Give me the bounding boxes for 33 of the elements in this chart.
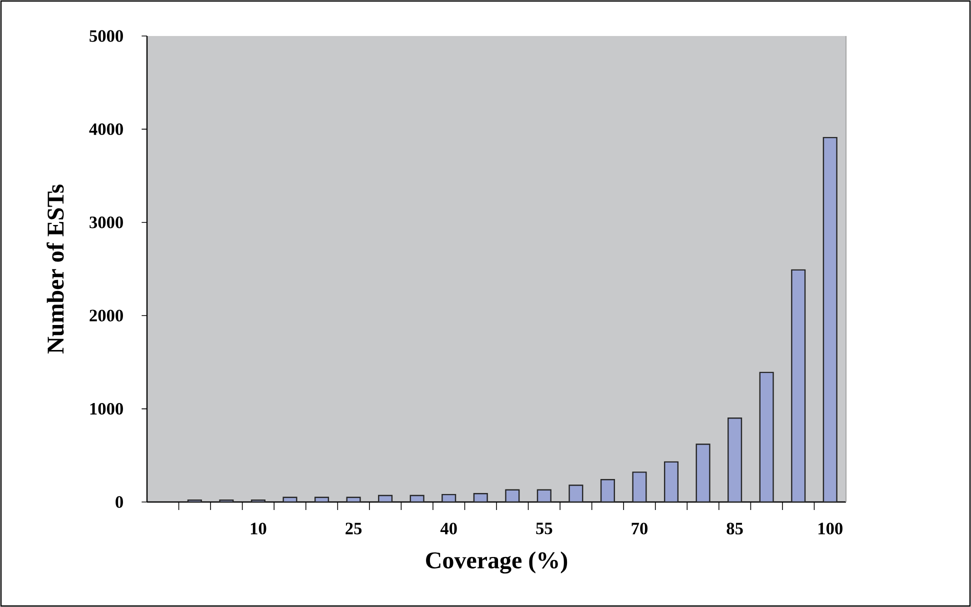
x-tick-label: 70 bbox=[632, 522, 648, 534]
bar bbox=[442, 494, 456, 503]
bar bbox=[378, 494, 393, 503]
x-tick-label: 25 bbox=[346, 522, 362, 534]
bar bbox=[759, 372, 774, 503]
x-tick-label: 55 bbox=[536, 522, 552, 534]
bar bbox=[536, 489, 552, 503]
x-tick-label: 85 bbox=[726, 522, 743, 534]
bar bbox=[728, 418, 742, 503]
bar bbox=[346, 496, 361, 503]
bar bbox=[696, 444, 710, 503]
bar bbox=[505, 489, 520, 503]
x-tick-label: 100 bbox=[818, 522, 842, 534]
bar bbox=[473, 493, 488, 503]
x-axis-title: Coverage (%) bbox=[426, 552, 568, 574]
x-tick-label: 10 bbox=[250, 522, 266, 534]
y-tick-label: 5000 bbox=[90, 30, 123, 42]
bar bbox=[314, 496, 330, 503]
bar bbox=[600, 479, 615, 503]
y-tick-label: 1000 bbox=[90, 402, 123, 415]
x-tick-label: 40 bbox=[440, 522, 457, 534]
y-axis-title: Number of ESTs bbox=[46, 184, 64, 354]
bar bbox=[822, 136, 838, 503]
bar bbox=[410, 494, 424, 503]
y-tick-label: 3000 bbox=[90, 216, 123, 228]
y-tick-label: 2000 bbox=[90, 310, 123, 322]
y-tick-label: 4000 bbox=[89, 123, 123, 136]
bar bbox=[664, 461, 679, 503]
bar bbox=[282, 496, 298, 503]
bar bbox=[568, 484, 584, 503]
bar bbox=[791, 269, 806, 503]
bar bbox=[632, 472, 647, 503]
y-tick-label: 0 bbox=[116, 496, 123, 508]
